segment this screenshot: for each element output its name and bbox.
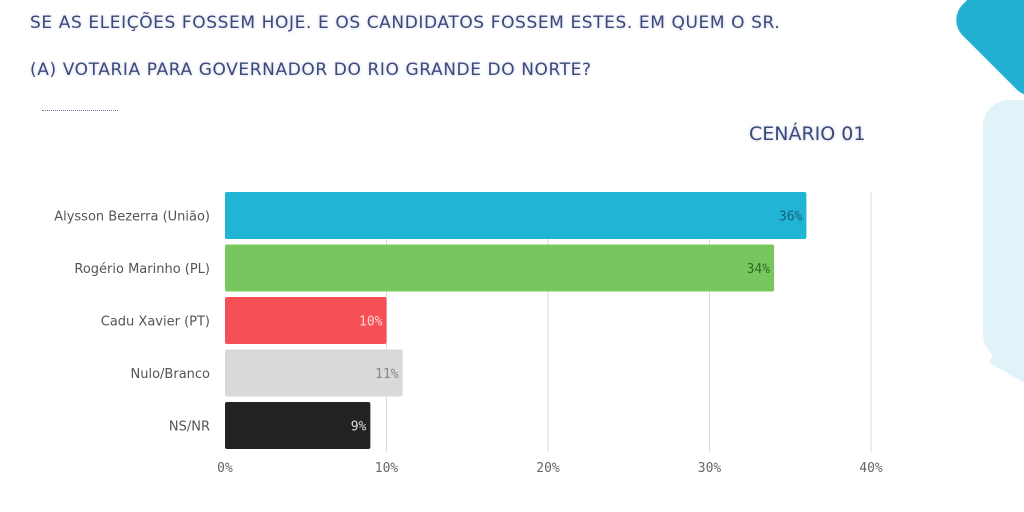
x-tick-label: 40% (859, 461, 883, 476)
data-label: 34% (747, 262, 771, 277)
scenario-title: CENÁRIO 01 (749, 123, 866, 145)
category-label: Rogério Marinho (PL) (74, 262, 210, 277)
category-label: Alysson Bezerra (União) (54, 210, 210, 225)
bar (225, 192, 807, 239)
question-title-line2: (A) VOTARIA PARA GOVERNADOR DO RIO GRAND… (30, 60, 592, 80)
data-label: 10% (359, 315, 383, 330)
x-tick-label: 20% (536, 461, 560, 476)
category-label: Cadu Xavier (PT) (101, 315, 210, 330)
question-title-line1: SE AS ELEIÇÕES FOSSEM HOJE. E OS CANDIDA… (30, 13, 781, 33)
bar (225, 297, 387, 344)
bar (225, 402, 371, 449)
x-tick-label: 0% (217, 461, 233, 476)
decorative-shapes (940, 0, 1024, 512)
x-tick-label: 10% (375, 461, 399, 476)
data-label: 36% (779, 210, 803, 225)
title-divider (42, 110, 118, 111)
bar (225, 349, 403, 397)
data-label: 9% (351, 420, 367, 435)
category-label: NS/NR (169, 420, 210, 435)
x-tick-label: 30% (698, 461, 722, 476)
bar (225, 244, 775, 292)
decorative-shape-lightblue (983, 100, 1024, 360)
category-label: Nulo/Branco (131, 367, 211, 382)
data-label: 11% (375, 367, 399, 382)
